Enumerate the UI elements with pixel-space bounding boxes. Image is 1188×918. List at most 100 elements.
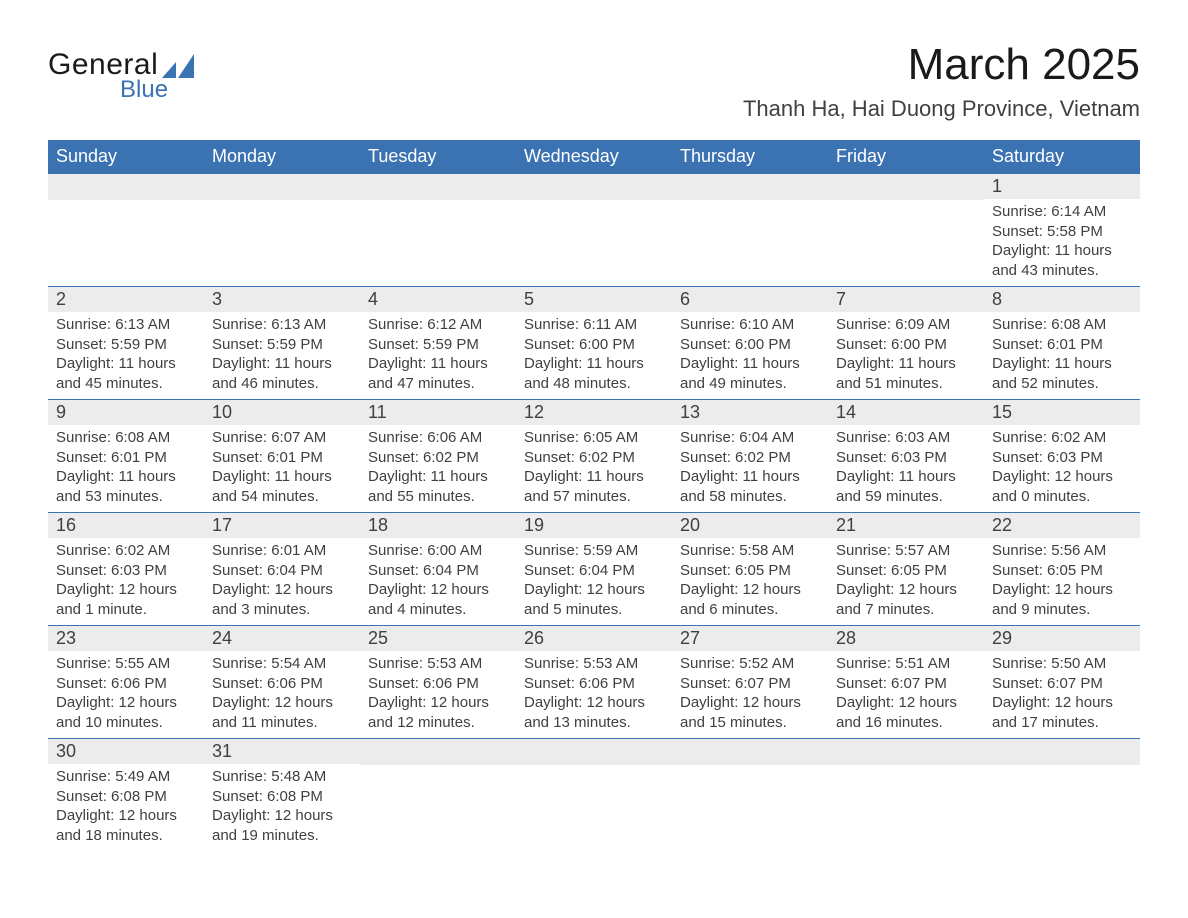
calendar-day-cell: 17Sunrise: 6:01 AMSunset: 6:04 PMDayligh… [204,513,360,626]
calendar-day-cell: 29Sunrise: 5:50 AMSunset: 6:07 PMDayligh… [984,626,1140,739]
calendar-day-cell: 20Sunrise: 5:58 AMSunset: 6:05 PMDayligh… [672,513,828,626]
day-body: Sunrise: 6:02 AMSunset: 6:03 PMDaylight:… [48,538,204,625]
sunset-text: Sunset: 6:01 PM [212,448,352,468]
day-body [360,200,516,260]
calendar-empty-cell [516,739,672,852]
sunrise-text: Sunrise: 6:08 AM [992,315,1132,335]
day-number [204,174,360,200]
day-body: Sunrise: 6:07 AMSunset: 6:01 PMDaylight:… [204,425,360,512]
sunset-text: Sunset: 6:04 PM [368,561,508,581]
sunrise-text: Sunrise: 6:00 AM [368,541,508,561]
daylight-text: Daylight: 11 hours and 46 minutes. [212,354,352,393]
sunset-text: Sunset: 6:03 PM [56,561,196,581]
day-number: 31 [204,739,360,764]
day-number: 27 [672,626,828,651]
sunset-text: Sunset: 6:01 PM [992,335,1132,355]
sunrise-text: Sunrise: 5:49 AM [56,767,196,787]
calendar-day-cell: 5Sunrise: 6:11 AMSunset: 6:00 PMDaylight… [516,287,672,400]
day-number: 21 [828,513,984,538]
daylight-text: Daylight: 12 hours and 16 minutes. [836,693,976,732]
daylight-text: Daylight: 11 hours and 51 minutes. [836,354,976,393]
day-number: 11 [360,400,516,425]
sunset-text: Sunset: 6:03 PM [992,448,1132,468]
calendar-empty-cell [828,174,984,287]
day-body: Sunrise: 6:00 AMSunset: 6:04 PMDaylight:… [360,538,516,625]
day-body: Sunrise: 6:02 AMSunset: 6:03 PMDaylight:… [984,425,1140,512]
calendar-empty-cell [48,174,204,287]
sunset-text: Sunset: 6:08 PM [212,787,352,807]
day-number [48,174,204,200]
day-number: 6 [672,287,828,312]
day-body [516,200,672,260]
daylight-text: Daylight: 11 hours and 47 minutes. [368,354,508,393]
day-body [48,200,204,260]
day-body: Sunrise: 6:08 AMSunset: 6:01 PMDaylight:… [984,312,1140,399]
calendar-day-cell: 2Sunrise: 6:13 AMSunset: 5:59 PMDaylight… [48,287,204,400]
daylight-text: Daylight: 11 hours and 52 minutes. [992,354,1132,393]
day-body: Sunrise: 5:48 AMSunset: 6:08 PMDaylight:… [204,764,360,851]
weekday-header-row: SundayMondayTuesdayWednesdayThursdayFrid… [48,140,1140,174]
day-number [360,174,516,200]
daylight-text: Daylight: 11 hours and 49 minutes. [680,354,820,393]
day-number [828,739,984,765]
sunset-text: Sunset: 6:02 PM [524,448,664,468]
day-body: Sunrise: 6:11 AMSunset: 6:00 PMDaylight:… [516,312,672,399]
sunrise-text: Sunrise: 5:55 AM [56,654,196,674]
day-number: 2 [48,287,204,312]
sunrise-text: Sunrise: 5:53 AM [368,654,508,674]
daylight-text: Daylight: 12 hours and 5 minutes. [524,580,664,619]
calendar-day-cell: 3Sunrise: 6:13 AMSunset: 5:59 PMDaylight… [204,287,360,400]
weekday-header: Thursday [672,140,828,174]
location-subtitle: Thanh Ha, Hai Duong Province, Vietnam [743,96,1140,122]
daylight-text: Daylight: 12 hours and 11 minutes. [212,693,352,732]
day-number: 18 [360,513,516,538]
day-number [984,739,1140,765]
calendar-day-cell: 24Sunrise: 5:54 AMSunset: 6:06 PMDayligh… [204,626,360,739]
daylight-text: Daylight: 11 hours and 48 minutes. [524,354,664,393]
day-number [672,739,828,765]
sunset-text: Sunset: 6:06 PM [212,674,352,694]
sunrise-text: Sunrise: 5:52 AM [680,654,820,674]
sunset-text: Sunset: 6:04 PM [212,561,352,581]
day-number: 7 [828,287,984,312]
sunrise-text: Sunrise: 6:11 AM [524,315,664,335]
day-body: Sunrise: 5:52 AMSunset: 6:07 PMDaylight:… [672,651,828,738]
sunset-text: Sunset: 6:04 PM [524,561,664,581]
day-body: Sunrise: 6:01 AMSunset: 6:04 PMDaylight:… [204,538,360,625]
calendar-day-cell: 18Sunrise: 6:00 AMSunset: 6:04 PMDayligh… [360,513,516,626]
day-body: Sunrise: 5:57 AMSunset: 6:05 PMDaylight:… [828,538,984,625]
calendar-empty-cell [360,174,516,287]
day-number: 5 [516,287,672,312]
day-number: 19 [516,513,672,538]
weekday-header: Friday [828,140,984,174]
day-number: 12 [516,400,672,425]
calendar-day-cell: 12 Sunrise: 6:05 AMSunset: 6:02 PMDayligh… [516,400,672,513]
calendar-empty-cell [516,174,672,287]
day-number: 14 [828,400,984,425]
sunrise-text: Sunrise: 5:59 AM [524,541,664,561]
sunset-text: Sunset: 5:58 PM [992,222,1132,242]
day-body [672,200,828,260]
day-body: Sunrise: 6:12 AMSunset: 5:59 PMDaylight:… [360,312,516,399]
day-body: Sunrise: 5:53 AMSunset: 6:06 PMDaylight:… [516,651,672,738]
daylight-text: Daylight: 11 hours and 57 minutes. [524,467,664,506]
calendar-day-cell: 13Sunrise: 6:04 AMSunset: 6:02 PMDayligh… [672,400,828,513]
sunset-text: Sunset: 6:00 PM [836,335,976,355]
calendar-week-row: 16Sunrise: 6:02 AMSunset: 6:03 PMDayligh… [48,513,1140,626]
day-number: 25 [360,626,516,651]
sunrise-text: Sunrise: 6:13 AM [56,315,196,335]
daylight-text: Daylight: 11 hours and 55 minutes. [368,467,508,506]
day-body: Sunrise: 6:13 AMSunset: 5:59 PMDaylight:… [48,312,204,399]
calendar-day-cell: 25Sunrise: 5:53 AMSunset: 6:06 PMDayligh… [360,626,516,739]
calendar-day-cell: 19 Sunrise: 5:59 AMSunset: 6:04 PMDayligh… [516,513,672,626]
day-number: 13 [672,400,828,425]
day-body: Sunrise: 5:56 AMSunset: 6:05 PMDaylight:… [984,538,1140,625]
day-number: 9 [48,400,204,425]
day-number: 30 [48,739,204,764]
weekday-header: Wednesday [516,140,672,174]
daylight-text: Daylight: 12 hours and 19 minutes. [212,806,352,845]
month-title: March 2025 [743,40,1140,90]
day-body: Sunrise: 6:09 AMSunset: 6:00 PMDaylight:… [828,312,984,399]
day-body: Sunrise: 5:49 AMSunset: 6:08 PMDaylight:… [48,764,204,851]
sunrise-text: Sunrise: 6:05 AM [524,428,664,448]
